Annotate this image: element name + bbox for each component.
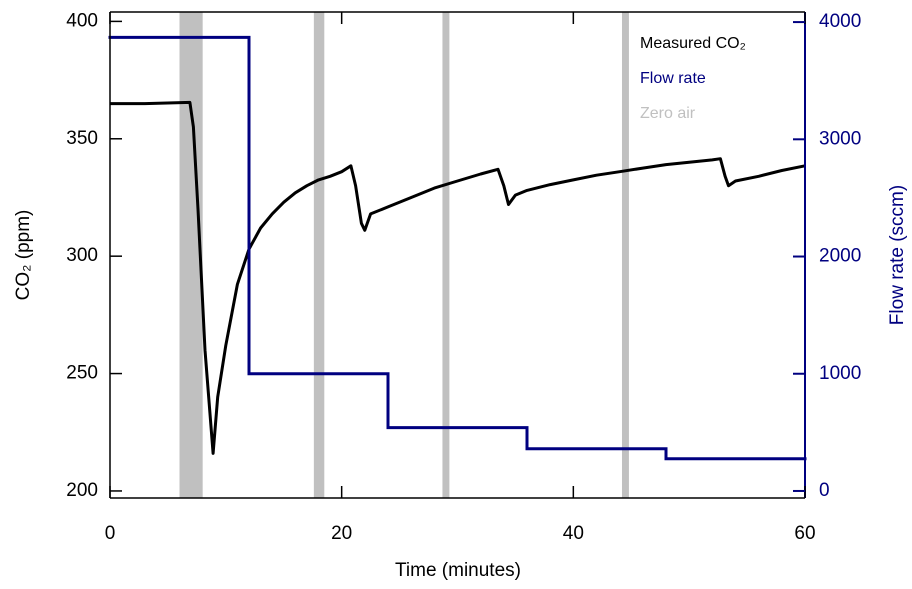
y2-tick-label: 0 bbox=[819, 480, 830, 501]
y-tick-label: 350 bbox=[66, 128, 98, 149]
legend-entry: Zero air bbox=[640, 105, 696, 122]
y2-tick-label: 4000 bbox=[819, 11, 861, 32]
y2-tick-label: 3000 bbox=[819, 128, 861, 149]
x-tick-label: 60 bbox=[794, 523, 815, 544]
zero-air-span bbox=[313, 12, 325, 498]
x-tick-label: 20 bbox=[331, 523, 352, 544]
y-tick-label: 250 bbox=[66, 363, 98, 384]
zero-air-span bbox=[442, 12, 450, 498]
co2-line bbox=[110, 100, 806, 455]
y-tick-label: 400 bbox=[66, 10, 98, 31]
zero-air-span bbox=[621, 12, 629, 498]
y2-tick-label: 2000 bbox=[819, 246, 861, 267]
y2-axis-label: Flow rate (sccm) bbox=[887, 185, 908, 325]
x-tick-label: 0 bbox=[105, 523, 116, 544]
x-axis-label: Time (minutes) bbox=[395, 560, 521, 581]
y-tick-label: 300 bbox=[66, 245, 98, 266]
legend-entry: Flow rate bbox=[640, 70, 706, 87]
legend-entry: Measured CO₂ bbox=[640, 35, 746, 52]
y-tick-label: 200 bbox=[66, 480, 98, 501]
zero-air-span bbox=[179, 12, 203, 498]
y2-tick-label: 1000 bbox=[819, 363, 861, 384]
x-tick-label: 40 bbox=[563, 523, 584, 544]
y-axis-label: CO₂ (ppm) bbox=[13, 210, 34, 301]
